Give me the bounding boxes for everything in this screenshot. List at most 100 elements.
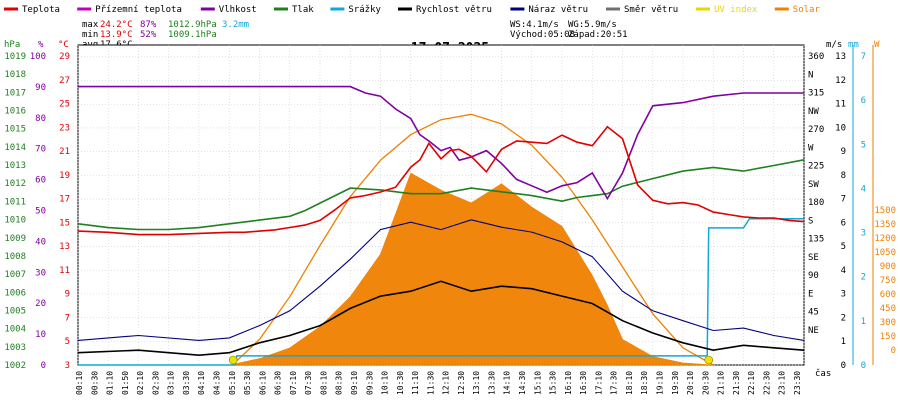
temperature-line <box>77 125 805 236</box>
humidity-tick-5: 50 <box>35 207 46 217</box>
humidity-tick-2: 80 <box>35 114 46 124</box>
wind-speed-tick-9: 4 <box>841 266 846 276</box>
x-tick-13: 06:30 <box>274 371 283 395</box>
x-tick-9: 04:30 <box>212 371 221 395</box>
temperature-tick-3: 23 <box>59 123 70 133</box>
x-tick-27: 13:30 <box>487 371 496 395</box>
humidity-unit: % <box>38 40 44 50</box>
legend: Teplota Přízemní teplota Vlhkost Tlak Srážky… <box>4 5 820 15</box>
wind-speed-tick-5: 8 <box>841 171 846 181</box>
x-tick-29: 14:30 <box>518 371 527 395</box>
pressure-tick-13: 1006 <box>4 288 26 298</box>
x-tick-34: 17:10 <box>594 371 603 395</box>
legend-label-6: Náraz větru <box>528 5 588 15</box>
temperature-tick-5: 19 <box>59 171 70 181</box>
wind-dir-tick-0: 360 <box>808 52 824 62</box>
wind-dir-tick-6: 225 <box>808 162 824 172</box>
pressure-tick-7: 1012 <box>4 179 26 189</box>
x-tick-14: 07:10 <box>289 371 298 395</box>
x-tick-7: 03:30 <box>182 371 191 395</box>
pressure-tick-12: 1007 <box>4 270 26 280</box>
legend-label-8: UV index <box>714 5 758 15</box>
wind-speed-tick-13: 0 <box>841 361 846 371</box>
wind-gust-line <box>77 219 805 341</box>
x-tick-40: 20:10 <box>686 371 695 395</box>
x-tick-26: 13:10 <box>472 371 481 395</box>
stat-min-label: min <box>82 30 98 40</box>
x-tick-18: 09:10 <box>350 371 359 395</box>
stat-max-humidity: 87% <box>140 20 157 30</box>
x-tick-8: 04:10 <box>197 371 206 395</box>
pressure-tick-15: 1004 <box>4 325 26 335</box>
x-tick-37: 18:30 <box>640 371 649 395</box>
wind-info: WS:4.1m/s WG:5.9m/s Východ:05:08 Západ:2… <box>510 20 628 40</box>
rain-tick-6: 1 <box>861 317 866 327</box>
humidity-tick-9: 10 <box>35 330 46 340</box>
rain-tick-7: 0 <box>861 361 866 371</box>
pressure-tick-9: 1010 <box>4 216 26 226</box>
sunset-info: Západ:20:51 <box>568 30 628 40</box>
legend-label-0: Teplota <box>22 5 60 15</box>
humidity-tick-0: 100 <box>30 52 46 62</box>
temperature-tick-9: 11 <box>59 266 70 276</box>
pressure-tick-1: 1018 <box>4 70 26 80</box>
humidity-tick-4: 60 <box>35 176 46 186</box>
x-tick-36: 18:10 <box>625 371 634 395</box>
x-tick-19: 09:30 <box>365 371 374 395</box>
x-tick-31: 15:30 <box>549 371 558 395</box>
x-tick-43: 21:30 <box>732 371 741 395</box>
x-tick-23: 11:30 <box>426 371 435 395</box>
x-tick-25: 12:30 <box>457 371 466 395</box>
x-tick-3: 01:50 <box>121 371 130 395</box>
legend-label-3: Tlak <box>292 5 314 15</box>
stat-max-pressure: 1012.9hPa <box>168 20 217 30</box>
solar-tick-7: 450 <box>880 304 896 314</box>
solar-tick-4: 900 <box>880 262 896 272</box>
temperature-tick-7: 15 <box>59 218 70 228</box>
wind-dir-tick-3: NW <box>808 107 819 117</box>
wind-dir-tick-1: N <box>808 70 813 80</box>
pressure-tick-6: 1013 <box>4 161 26 171</box>
solar-tick-2: 1200 <box>874 234 896 244</box>
solar-tick-8: 300 <box>880 318 896 328</box>
wind-dir-tick-4: 270 <box>808 125 824 135</box>
x-tick-6: 03:10 <box>167 371 176 395</box>
rain-tick-5: 2 <box>861 273 866 283</box>
stat-min-pressure: 1009.1hPa <box>168 30 217 40</box>
wind-speed-tick-8: 5 <box>841 242 846 252</box>
rain-tick-2: 5 <box>861 140 866 150</box>
wind-dir-tick-14: 45 <box>808 308 819 318</box>
solar-unit: W <box>874 40 880 50</box>
wind-dir-tick-8: 180 <box>808 198 824 208</box>
pressure-tick-4: 1015 <box>4 125 26 135</box>
pressure-tick-16: 1003 <box>4 343 26 353</box>
x-tick-0: 00:10 <box>75 371 84 395</box>
legend-label-4: Srážky <box>348 5 381 15</box>
temperature-tick-11: 7 <box>65 313 70 323</box>
x-tick-17: 08:30 <box>335 371 344 395</box>
wind-speed-tick-4: 9 <box>841 147 846 157</box>
legend-label-9: Solar <box>793 5 821 15</box>
wind-dir-tick-2: 315 <box>808 89 824 99</box>
pressure-tick-8: 1011 <box>4 197 26 207</box>
x-tick-46: 23:10 <box>778 371 787 395</box>
x-tick-30: 15:10 <box>533 371 542 395</box>
solar-tick-6: 600 <box>880 290 896 300</box>
stat-min-temp: 13.9°C <box>100 30 133 40</box>
wind-dir-tick-15: NE <box>808 326 819 336</box>
wind-speed-tick-6: 7 <box>841 195 846 205</box>
wind-speed-unit: m/s <box>826 40 842 50</box>
x-tick-22: 11:10 <box>411 371 420 395</box>
x-tick-24: 12:10 <box>442 371 451 395</box>
x-tick-38: 19:10 <box>656 371 665 395</box>
x-tick-11: 05:30 <box>243 371 252 395</box>
pressure-tick-3: 1016 <box>4 107 26 117</box>
x-tick-41: 20:30 <box>701 371 710 395</box>
temperature-tick-8: 13 <box>59 242 70 252</box>
x-tick-39: 19:30 <box>671 371 680 395</box>
solar-tick-9: 150 <box>880 332 896 342</box>
temperature-tick-6: 17 <box>59 195 70 205</box>
wind-speed-tick-12: 1 <box>841 337 846 347</box>
